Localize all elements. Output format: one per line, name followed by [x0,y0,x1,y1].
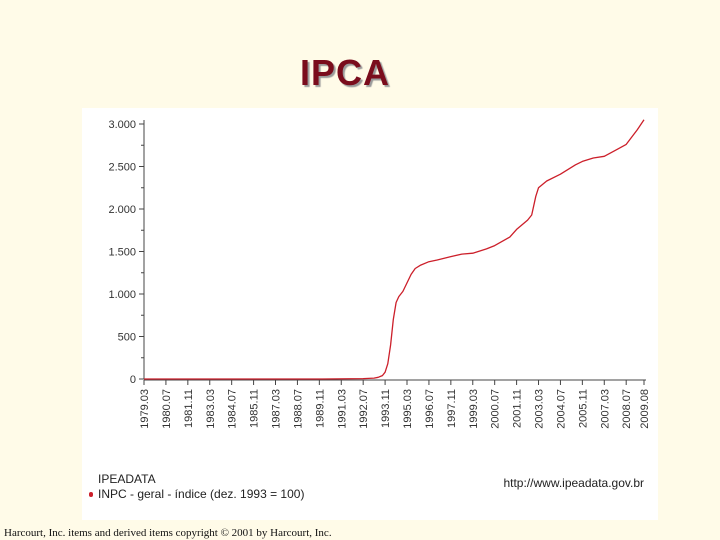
copyright-footer: Harcourt, Inc. items and derived items c… [4,527,332,539]
x-tick-label: 1997.11 [446,389,458,428]
x-tick-label: 1987.03 [271,389,283,429]
series-layer [144,119,645,380]
x-tick-label: 2005.11 [577,389,589,428]
x-tick-label: 2001.11 [512,389,524,428]
x-tick-label: 1996.07 [424,389,436,429]
x-tick-label: 2004.07 [555,389,567,429]
legend: IPEADATA INPC - geral - índice (dez. 199… [89,472,305,502]
x-tick-label: 1988.07 [292,389,304,429]
x-tick-label: 1980.07 [161,389,173,429]
x-tick-label: 1983.03 [205,389,217,429]
x-tick-label: 2009.08 [639,389,651,429]
x-tick-label: 1995.03 [402,389,414,429]
x-tick-label: 1991.03 [336,389,348,429]
x-tick-label: 1989.11 [314,389,326,428]
x-tick-label: 1981.11 [183,389,195,428]
y-tick-label: 500 [118,332,136,344]
x-tick-label: 1993.11 [380,389,392,428]
x-tick-label: 2003.03 [534,389,546,429]
chart-panel: 0 500 1.000 1.500 2.000 2.500 3.000 1979.03 198… [82,108,658,520]
x-tick-label: 2007.03 [599,389,611,429]
x-tick-label: 1979.03 [139,389,151,429]
y-tick-label: 2.500 [108,162,136,174]
x-tick-label: 1984.07 [227,389,239,429]
x-tick-label: 2000.07 [490,389,502,429]
x-tick-label: 1999.03 [468,389,480,429]
y-tick-label: 0 [130,374,136,386]
y-tick-label: 1.000 [108,289,136,301]
legend-marker [89,492,93,497]
slide-title: IPCA [299,52,390,93]
legend-entry: INPC - geral - índice (dez. 1993 = 100) [89,487,305,502]
y-tick-label: 3.000 [108,119,136,131]
series-line [144,119,645,380]
source-url: http://www.ipeadata.gov.br [503,476,644,490]
legend-source: IPEADATA [98,472,156,486]
x-tick-label: 1992.07 [358,389,370,429]
legend-series-label: INPC - geral - índice (dez. 1993 = 100) [98,487,305,501]
y-tick-label: 1.500 [108,247,136,259]
x-tick-label: 1985.11 [249,389,261,428]
y-axis: 0 500 1.000 1.500 2.000 2.500 3.000 [108,119,145,386]
line-chart: 0 500 1.000 1.500 2.000 2.500 3.000 1979.03 198… [108,119,651,429]
y-tick-label: 2.000 [108,204,136,216]
x-tick-label: 2008.07 [621,389,633,429]
x-axis: 1979.03 1980.07 1981.11 1983.03 1984.07 1985.… [139,379,651,429]
